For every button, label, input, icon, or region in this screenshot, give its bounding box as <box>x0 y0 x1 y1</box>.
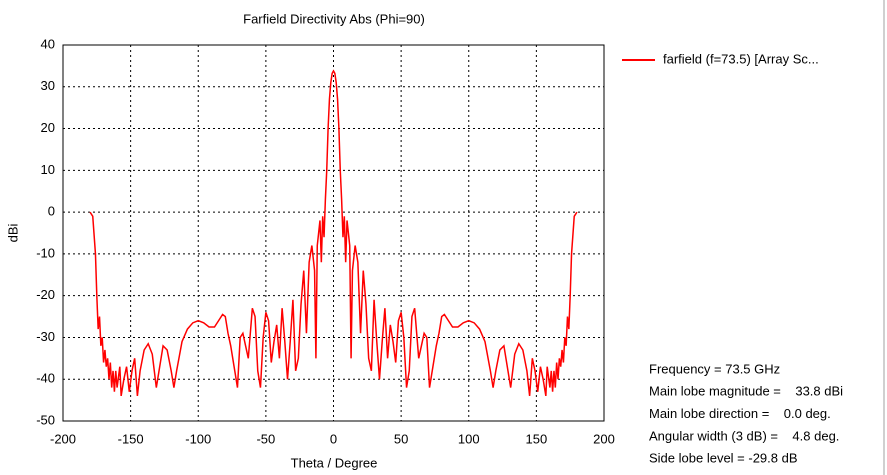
y-tick-label: 20 <box>41 120 55 135</box>
x-tick-label: 150 <box>526 431 548 446</box>
x-tick-label: -100 <box>185 431 211 446</box>
y-axis-label: dBi <box>5 223 20 242</box>
plot-frame <box>62 44 605 422</box>
y-tick-label: -40 <box>36 371 55 386</box>
x-tick-label: 100 <box>458 431 480 446</box>
x-axis-label: Theta / Degree <box>291 455 378 470</box>
x-tick-label: -150 <box>118 431 144 446</box>
annotation: Angular width (3 dB) = 4.8 deg. <box>649 428 839 443</box>
y-tick-label: 0 <box>48 204 55 219</box>
x-tick-label: -200 <box>50 431 76 446</box>
chart-title: Farfield Directivity Abs (Phi=90) <box>243 11 425 26</box>
annotation: Main lobe direction = 0.0 deg. <box>649 406 831 421</box>
annotation: Side lobe level = -29.8 dB <box>649 451 798 466</box>
y-tick-label: -10 <box>36 245 55 260</box>
y-tick-label: -30 <box>36 329 55 344</box>
x-tick-label: 200 <box>593 431 615 446</box>
x-tick-label: -50 <box>256 431 275 446</box>
x-tick-label: 50 <box>394 431 408 446</box>
y-tick-label: 10 <box>41 162 55 177</box>
x-tick-label: 0 <box>330 431 337 446</box>
y-tick-label: 40 <box>41 36 55 51</box>
y-tick-label: -50 <box>36 412 55 427</box>
y-tick-label: 30 <box>41 78 55 93</box>
data-line <box>89 69 578 397</box>
annotation: Frequency = 73.5 GHz <box>649 361 780 376</box>
annotation: Main lobe magnitude = 33.8 dBi <box>649 384 843 399</box>
y-tick-label: -20 <box>36 287 55 302</box>
legend-label: farfield (f=73.5) [Array Sc... <box>663 51 819 66</box>
